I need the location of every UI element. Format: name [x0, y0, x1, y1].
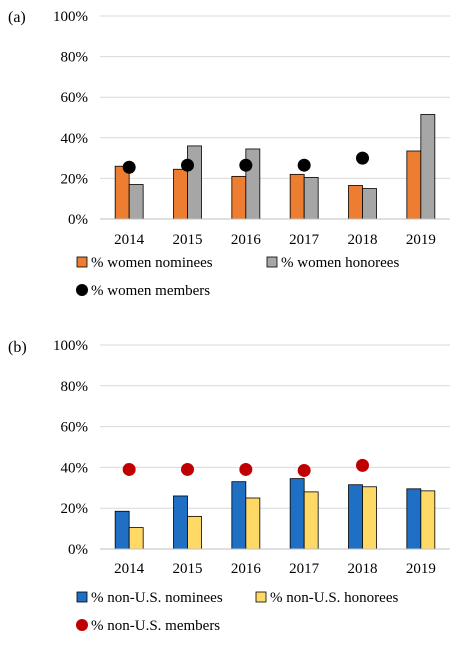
panel-b-legend-swatch [76, 619, 88, 631]
panel-b-bar-nominees [348, 484, 363, 550]
panel-a-y-tick-label: 100% [53, 9, 88, 25]
panel-b-member-dot [239, 462, 253, 476]
panel-b-member-dot [297, 463, 311, 477]
panel-a-y-tick-label: 60% [61, 90, 89, 106]
panel-b-legend-label: % non-U.S. honorees [270, 590, 398, 606]
panel-a-y-tick-label: 80% [61, 50, 89, 66]
panel-a-bar-honorees [187, 145, 202, 220]
panel-a-label: (a) [8, 9, 26, 26]
panel-a-legend-label: % women nominees [91, 255, 213, 271]
panel-a-bar-honorees [420, 114, 436, 220]
panel-b-x-tick-label: 2018 [348, 561, 378, 577]
panel-b-bar-honorees [420, 490, 436, 550]
panel-b-bar-honorees [187, 515, 202, 550]
panel-b-bar-nominees [173, 495, 188, 550]
panel-a-bar-nominees [406, 150, 422, 220]
panel-a-bar-nominees [289, 173, 305, 220]
panel-a-y-tick-label: 0% [68, 212, 88, 228]
panel-b-x-tick-label: 2014 [114, 561, 145, 577]
panel-b-legend-swatch [255, 591, 267, 603]
panel-b-y-tick-label: 80% [61, 379, 89, 395]
panel-b-y-tick-label: 100% [53, 338, 88, 354]
panel-b-legend-swatch [76, 591, 88, 603]
panel-a-bar-nominees [231, 175, 247, 220]
panel-a-member-dot [356, 151, 369, 165]
panel-b-x-tick-label: 2016 [231, 561, 262, 577]
panel-b-bar-honorees [303, 491, 319, 550]
panel-b-y-tick-label: 0% [68, 542, 88, 558]
panel-b-bar-honorees [245, 497, 261, 550]
panel-b-bar-nominees [406, 488, 422, 550]
panel-b-y-tick-label: 40% [61, 460, 89, 476]
panel-a-x-tick-label: 2015 [173, 232, 203, 248]
panel-b-bar-honorees [362, 486, 377, 550]
panel-a-x-tick-label: 2014 [114, 232, 145, 248]
panel-b-bar-nominees [231, 481, 247, 550]
panel-b-y-tick-label: 60% [61, 420, 89, 436]
panel-a-legend-swatch [266, 256, 278, 268]
panel-a-x-tick-label: 2017 [289, 232, 320, 248]
panel-a-member-dot [181, 158, 194, 172]
panel-b-legend-label: % non-U.S. members [91, 618, 220, 634]
panel-a-bar-nominees [114, 165, 130, 220]
panel-a-y-tick-label: 20% [61, 171, 89, 187]
panel-a-legend-label: % women members [91, 283, 210, 299]
panel-b-member-dot [122, 462, 136, 476]
panel-a-bar-honorees [128, 184, 144, 220]
panel-b-member-dot [181, 462, 194, 476]
panel-a-legend-label: % women honorees [281, 255, 399, 271]
panel-a-x-tick-label: 2018 [348, 232, 378, 248]
panel-b-bar-nominees [289, 478, 305, 550]
panel-a-member-dot [239, 158, 253, 172]
panel-b-bar-nominees [114, 510, 130, 550]
panel-a-bar-nominees [348, 185, 363, 220]
panel-a-bar-honorees [303, 176, 319, 220]
panel-a-y-tick-label: 40% [61, 131, 89, 147]
panel-b-y-tick-label: 20% [61, 501, 89, 517]
panel-b-x-tick-label: 2019 [406, 561, 436, 577]
panel-a-x-tick-label: 2016 [231, 232, 262, 248]
panel-b-member-dot [356, 458, 369, 472]
panel-b-label: (b) [8, 339, 27, 356]
panel-a-legend-swatch [76, 284, 88, 296]
panel-a-bar-honorees [362, 188, 377, 220]
panel-a-member-dot [122, 160, 136, 174]
panel-b-x-tick-label: 2017 [289, 561, 320, 577]
panel-b-x-tick-label: 2015 [173, 561, 203, 577]
panel-b-legend-label: % non-U.S. nominees [91, 590, 223, 606]
panel-a-legend-swatch [76, 256, 88, 268]
panel-a-bar-nominees [173, 168, 188, 220]
panel-a-member-dot [297, 158, 311, 172]
panel-a-x-tick-label: 2019 [406, 232, 436, 248]
panel-b-bar-honorees [128, 527, 144, 550]
